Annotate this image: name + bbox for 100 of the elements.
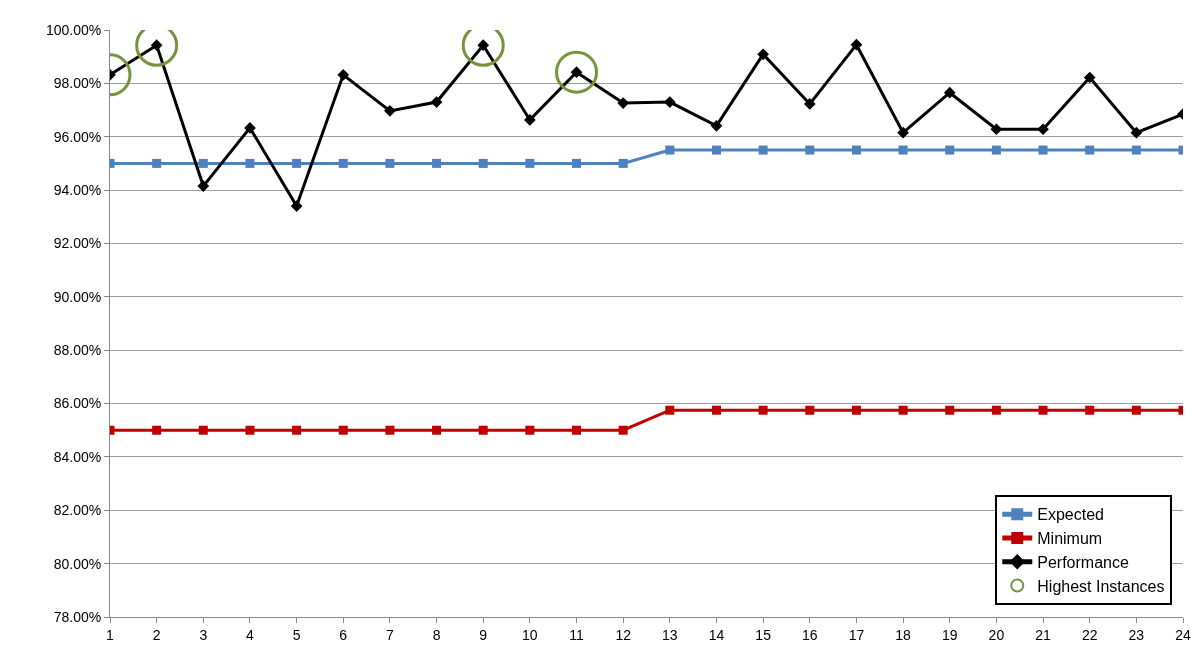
point — [991, 145, 1001, 155]
y-tick-label: 86.00% — [53, 395, 102, 412]
x-tick-label: 1 — [106, 626, 115, 643]
point — [991, 405, 1001, 415]
x-tick-label: 6 — [339, 626, 348, 643]
x-tick-label: 12 — [615, 626, 632, 643]
point — [803, 98, 816, 110]
x-tick-label: 13 — [662, 626, 678, 643]
y-tick-label: 78.00% — [53, 608, 102, 625]
x-tick-label: 2 — [152, 626, 161, 643]
point — [385, 425, 395, 435]
point — [338, 425, 348, 435]
point — [851, 145, 861, 155]
point — [525, 158, 535, 168]
x-tick-label: 22 — [1081, 626, 1098, 643]
y-tick-label: 80.00% — [53, 555, 102, 572]
point — [1131, 145, 1141, 155]
x-tick-label: 4 — [246, 626, 255, 643]
point — [338, 158, 348, 168]
point — [618, 425, 628, 435]
x-tick-label: 11 — [569, 626, 584, 643]
point — [478, 158, 488, 168]
y-tick-label: 100.00% — [45, 21, 102, 38]
y-tick-label: 96.00% — [53, 128, 102, 145]
point — [1131, 405, 1141, 415]
point — [665, 145, 675, 155]
point — [292, 425, 302, 435]
point — [292, 158, 302, 168]
y-tick-label: 94.00% — [53, 181, 102, 198]
x-tick-label: 7 — [386, 626, 395, 643]
point — [711, 145, 721, 155]
x-tick-label: 9 — [479, 626, 488, 643]
y-tick-label: 90.00% — [53, 288, 102, 305]
x-tick-label: 24 — [1175, 626, 1191, 643]
point — [478, 425, 488, 435]
x-tick-label: 19 — [941, 626, 958, 643]
point — [1130, 126, 1143, 139]
point — [198, 425, 208, 435]
legend-label: Minimum — [1037, 530, 1103, 548]
x-tick-label: 5 — [292, 626, 301, 643]
point — [337, 68, 350, 81]
point — [943, 86, 956, 99]
y-tick-label: 84.00% — [53, 448, 102, 465]
point — [152, 425, 162, 435]
point — [245, 158, 255, 168]
x-tick-label: 15 — [755, 626, 772, 643]
point — [197, 180, 210, 192]
x-tick-label: 10 — [522, 626, 538, 643]
x-tick-label: 23 — [1128, 626, 1145, 643]
point — [618, 158, 628, 168]
point — [711, 405, 721, 415]
point — [898, 145, 908, 155]
point — [525, 425, 535, 435]
x-tick-label: 16 — [801, 626, 818, 643]
y-tick-label: 92.00% — [53, 235, 102, 252]
y-tick-label: 88.00% — [53, 342, 102, 359]
point — [1038, 405, 1048, 415]
point — [572, 158, 582, 168]
point — [198, 158, 208, 168]
x-tick-label: 18 — [895, 626, 912, 643]
point — [850, 38, 863, 51]
point — [710, 119, 723, 132]
point — [1085, 405, 1095, 415]
point — [805, 405, 815, 415]
point — [290, 200, 303, 212]
y-tick-label: 98.00% — [53, 75, 102, 92]
x-tick-label: 3 — [199, 626, 208, 643]
point — [1083, 71, 1096, 84]
x-tick-label: 21 — [1035, 626, 1052, 643]
point — [430, 96, 443, 108]
point — [432, 158, 442, 168]
x-tick-label: 14 — [708, 626, 725, 643]
point — [805, 145, 815, 155]
point — [152, 158, 162, 168]
point — [945, 145, 955, 155]
point — [385, 158, 395, 168]
legend-label: Highest Instances — [1037, 577, 1165, 595]
y-tick-label: 82.00% — [53, 502, 102, 519]
point — [851, 405, 861, 415]
point — [1037, 123, 1049, 136]
x-tick-label: 20 — [988, 626, 1005, 643]
point — [572, 425, 582, 435]
point — [758, 405, 768, 415]
legend-label: Performance — [1037, 554, 1129, 571]
legend-label: Expected — [1037, 506, 1104, 524]
point — [384, 105, 396, 117]
point — [990, 123, 1003, 136]
point — [432, 425, 442, 435]
point — [945, 405, 955, 415]
point — [245, 425, 255, 435]
point — [758, 145, 768, 155]
point — [898, 405, 908, 415]
point — [524, 114, 536, 126]
point — [897, 126, 909, 139]
point — [665, 405, 675, 415]
x-tick-label: 8 — [432, 626, 441, 643]
x-tick-label: 17 — [848, 626, 865, 643]
point — [1038, 145, 1048, 155]
point — [757, 48, 769, 61]
point — [1085, 145, 1095, 155]
